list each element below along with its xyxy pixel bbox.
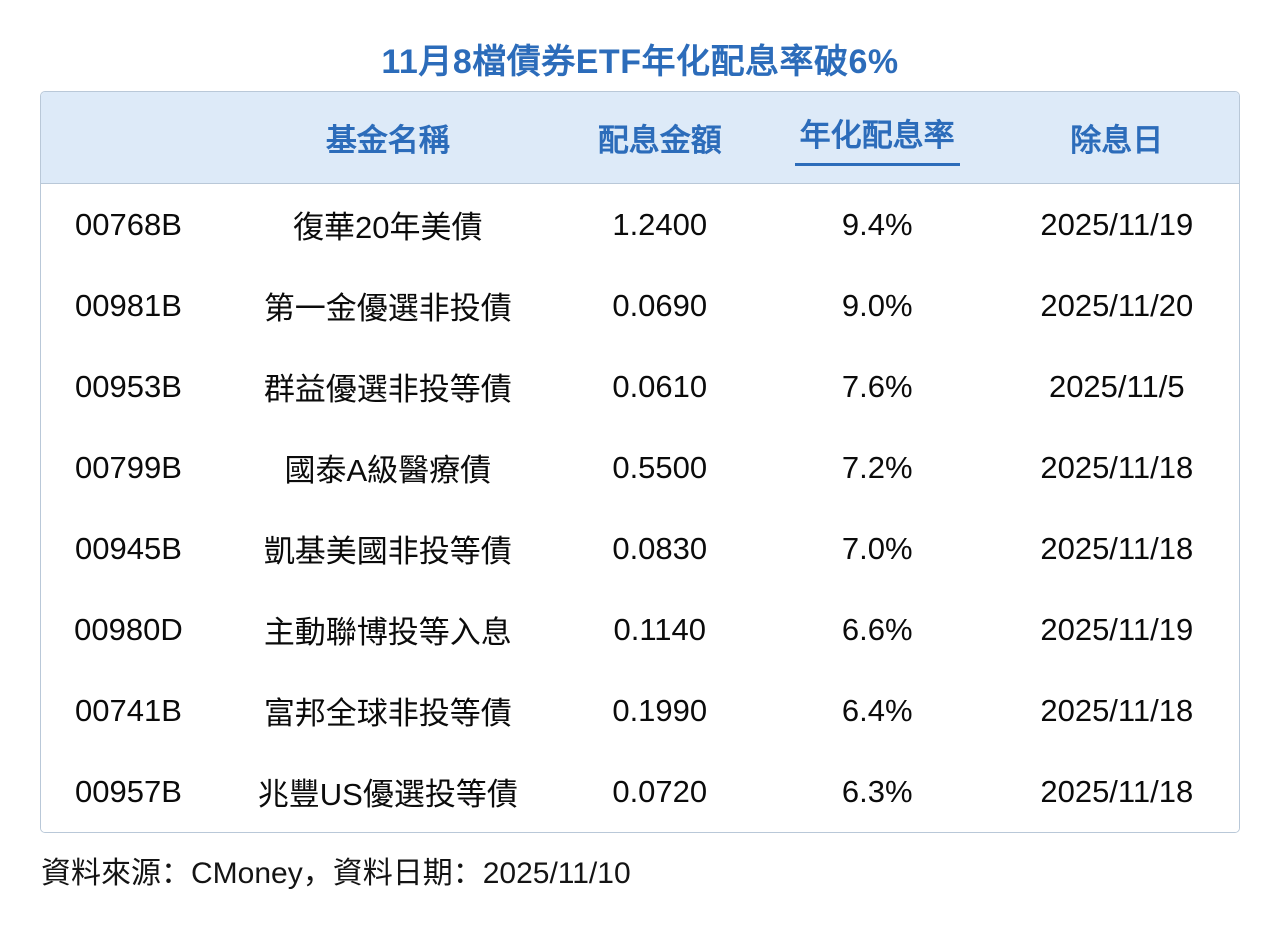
- ticker-cell: 00981B: [75, 287, 182, 323]
- table-row: 00945B 凱基美國非投等債 0.0830 7.0% 2025/11/18: [41, 508, 1239, 590]
- fund-name-cell: 主動聯博投等入息: [263, 615, 512, 651]
- column-header-annual-yield: 年化配息率: [760, 110, 995, 166]
- source-note: 資料來源：CMoney，資料日期：2025/11/10: [41, 857, 631, 891]
- table-row: 00768B 復華20年美債 1.2400 9.4% 2025/11/19: [41, 184, 1239, 266]
- fund-name-cell: 國泰A級醫療債: [284, 453, 492, 489]
- fund-name-cell: 復華20年美債: [293, 210, 483, 246]
- dividend-amount-cell: 0.0830: [612, 530, 708, 566]
- annual-yield-cell: 7.0%: [841, 530, 913, 566]
- page-title: 11月8檔債券ETF年化配息率破6%: [381, 43, 899, 81]
- ticker-cell: 00768B: [75, 206, 182, 242]
- ticker-cell: 00957B: [75, 773, 182, 809]
- table-row: 00980D 主動聯博投等入息 0.1140 6.6% 2025/11/19: [41, 589, 1239, 671]
- column-header-dividend-amount: 配息金額: [597, 123, 722, 159]
- ex-dividend-date-cell: 2025/11/19: [1040, 206, 1194, 242]
- ticker-cell: 00980D: [74, 611, 183, 647]
- annual-yield-cell: 7.6%: [841, 368, 913, 404]
- annual-yield-cell: 7.2%: [841, 449, 913, 485]
- dividend-amount-cell: 0.0720: [612, 773, 708, 809]
- annual-yield-cell: 6.3%: [841, 773, 913, 809]
- dividend-amount-cell: 0.1140: [613, 611, 706, 647]
- ticker-cell: 00953B: [75, 368, 182, 404]
- table-row: 00953B 群益優選非投等債 0.0610 7.6% 2025/11/5: [41, 346, 1239, 428]
- annual-yield-cell: 9.4%: [841, 206, 913, 242]
- fund-name-cell: 兆豐US優選投等債: [257, 777, 518, 813]
- fund-name-cell: 凱基美國非投等債: [263, 534, 512, 570]
- ticker-cell: 00945B: [75, 530, 182, 566]
- dividend-amount-cell: 0.0610: [612, 368, 708, 404]
- fund-name-cell: 富邦全球非投等債: [263, 696, 512, 732]
- ticker-cell: 00799B: [75, 449, 182, 485]
- table-row: 00741B 富邦全球非投等債 0.1990 6.4% 2025/11/18: [41, 670, 1239, 752]
- etf-dividend-table: 基金名稱 配息金額 年化配息率 除息日 00768B 復華20年美債 1.240…: [40, 91, 1240, 834]
- annual-yield-cell: 6.6%: [841, 611, 913, 647]
- dividend-amount-cell: 0.5500: [612, 449, 708, 485]
- ex-dividend-date-cell: 2025/11/19: [1040, 611, 1194, 647]
- table-row: 00981B 第一金優選非投債 0.0690 9.0% 2025/11/20: [41, 265, 1239, 347]
- dividend-amount-cell: 0.1990: [612, 692, 708, 728]
- column-header-ex-dividend-date: 除息日: [1070, 123, 1164, 159]
- table-header-row: 基金名稱 配息金額 年化配息率 除息日: [41, 92, 1239, 185]
- ex-dividend-date-cell: 2025/11/18: [1040, 692, 1194, 728]
- ex-dividend-date-cell: 2025/11/20: [1040, 287, 1194, 323]
- ticker-cell: 00741B: [75, 692, 182, 728]
- annual-yield-cell: 6.4%: [841, 692, 913, 728]
- ex-dividend-date-cell: 2025/11/5: [1048, 368, 1185, 404]
- table-row: 00799B 國泰A級醫療債 0.5500 7.2% 2025/11/18: [41, 427, 1239, 509]
- column-header-fund-name: 基金名稱: [325, 123, 450, 159]
- fund-name-cell: 第一金優選非投債: [263, 291, 512, 327]
- annual-yield-underline: 年化配息率: [794, 110, 960, 166]
- dividend-amount-cell: 0.0690: [612, 287, 708, 323]
- annual-yield-cell: 9.0%: [841, 287, 913, 323]
- table-row: 00957B 兆豐US優選投等債 0.0720 6.3% 2025/11/18: [41, 751, 1239, 833]
- ex-dividend-date-cell: 2025/11/18: [1040, 530, 1194, 566]
- fund-name-cell: 群益優選非投等債: [263, 372, 512, 408]
- ex-dividend-date-cell: 2025/11/18: [1040, 773, 1194, 809]
- ex-dividend-date-cell: 2025/11/18: [1040, 449, 1194, 485]
- dividend-amount-cell: 1.2400: [612, 206, 708, 242]
